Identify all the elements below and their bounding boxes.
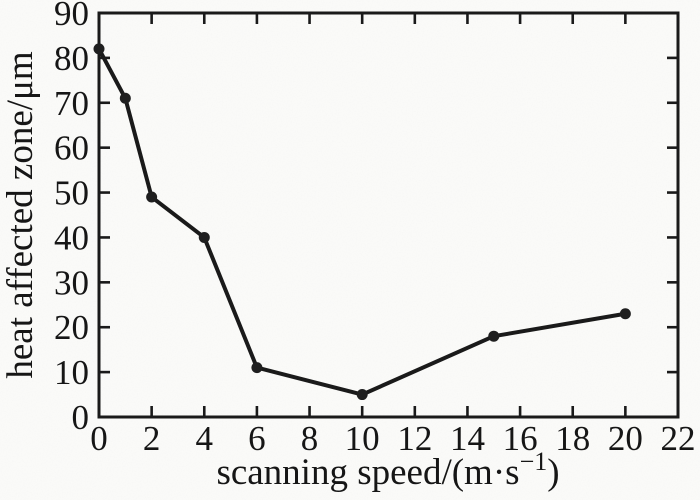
x-tick-label: 8 [301,419,319,458]
data-point [251,362,263,374]
data-point [93,43,105,55]
y-tick-label: 90 [54,0,89,33]
y-tick-label: 80 [54,39,89,78]
y-tick-label: 60 [54,129,89,168]
x-tick-label: 14 [450,419,485,458]
data-point [198,231,210,243]
y-tick-label: 10 [54,353,89,392]
x-tick-label: 0 [90,419,108,458]
axis-ticks [97,11,680,419]
y-tick-labels: 0 10 20 30 40 50 60 70 80 90 [54,0,89,437]
x-tick-label: 10 [345,419,380,458]
y-axis-label: heat affected zone/μm [0,51,41,379]
y-tick-label: 30 [54,263,89,302]
data-series [93,43,631,401]
x-tick-label: 4 [196,419,214,458]
y-tick-label: 40 [54,218,89,257]
data-point [356,389,368,401]
data-point [619,308,631,320]
y-tick-label: 70 [54,84,89,123]
data-point [119,92,131,104]
x-tick-label: 22 [661,419,696,458]
y-tick-label: 0 [72,398,90,437]
x-tick-labels: 0 2 4 6 8 10 12 14 16 18 20 22 [90,419,695,458]
x-tick-label: 12 [397,419,432,458]
y-tick-label: 20 [54,308,89,347]
series-line [97,46,628,397]
data-point [146,191,158,203]
x-tick-label: 2 [143,419,161,458]
plot-frame [97,11,680,419]
x-tick-label: 18 [555,419,590,458]
x-axis-label: scanning speed/(m·s−1) [216,447,559,493]
y-tick-label: 50 [54,174,89,213]
x-tick-label: 6 [248,419,266,458]
x-tick-label: 20 [608,419,643,458]
x-tick-label: 16 [503,419,538,458]
data-point [488,330,500,342]
